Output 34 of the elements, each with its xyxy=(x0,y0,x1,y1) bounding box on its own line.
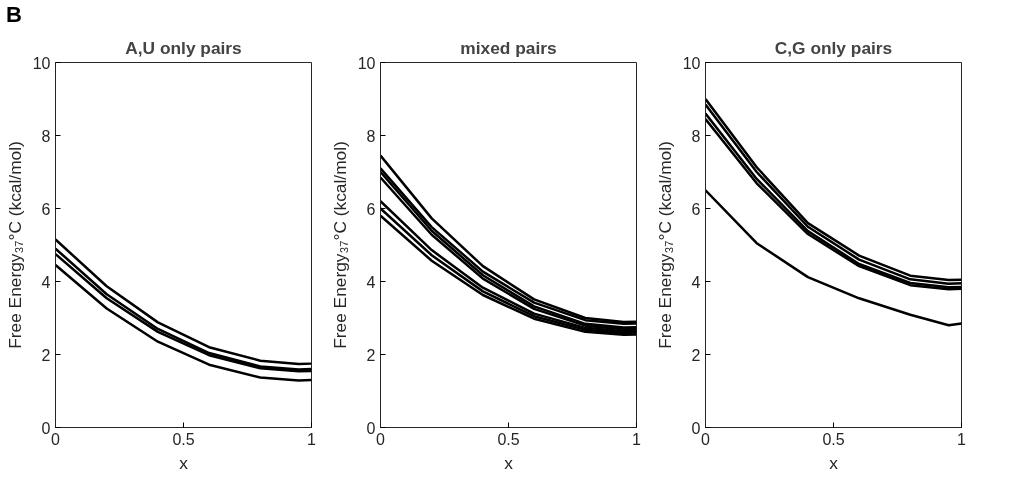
x-axis-title: x xyxy=(179,452,189,473)
chart-title: mixed pairs xyxy=(460,37,557,58)
y-tick-label: 10 xyxy=(357,54,376,72)
y-tick-label: 0 xyxy=(691,419,701,437)
y-tick-label: 0 xyxy=(41,419,51,437)
y-tick-label: 2 xyxy=(691,346,701,364)
y-axis-title: Free Energy₃₇°C (kcal/mol) xyxy=(4,141,25,349)
y-tick-label: 4 xyxy=(691,273,701,291)
x-tick-label: 1 xyxy=(307,430,317,448)
y-tick-label: 8 xyxy=(366,127,376,145)
x-tick-label: 1 xyxy=(957,430,967,448)
text: B xyxy=(6,2,22,27)
x-tick-label: 0.5 xyxy=(172,430,195,448)
x-axis-title: x xyxy=(829,452,839,473)
x-tick-label: 1 xyxy=(632,430,642,448)
x-tick-label: 0.5 xyxy=(497,430,520,448)
x-tick-label: 0.5 xyxy=(822,430,845,448)
y-tick-label: 2 xyxy=(366,346,376,364)
y-axis-title: Free Energy₃₇°C (kcal/mol) xyxy=(329,141,350,349)
chart-title: A,U only pairs xyxy=(125,37,242,58)
y-tick-label: 0 xyxy=(366,419,376,437)
y-tick-label: 4 xyxy=(41,273,51,291)
y-tick-label: 4 xyxy=(366,273,376,291)
chart-title: C,G only pairs xyxy=(774,37,893,58)
y-tick-label: 6 xyxy=(691,200,701,218)
y-tick-label: 6 xyxy=(41,200,51,218)
y-axis-title: Free Energy₃₇°C (kcal/mol) xyxy=(654,141,675,349)
y-tick-label: 8 xyxy=(41,127,51,145)
y-tick-label: 8 xyxy=(691,127,701,145)
x-axis-title: x xyxy=(504,452,514,473)
y-tick-label: 10 xyxy=(682,54,701,72)
y-tick-label: 2 xyxy=(41,346,51,364)
y-tick-label: 6 xyxy=(366,200,376,218)
y-tick-label: 10 xyxy=(32,54,51,72)
